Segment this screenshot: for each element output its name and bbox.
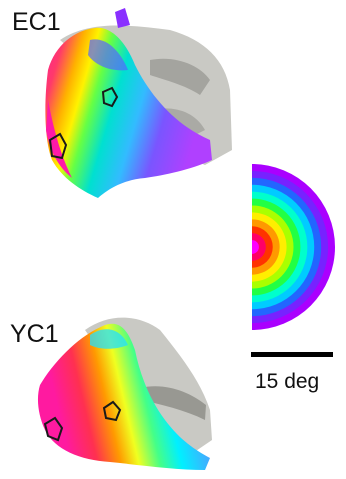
panel-label-ec1: EC1 — [12, 8, 61, 36]
legend-ring — [252, 240, 259, 254]
scale-label: 15 deg — [255, 370, 320, 393]
panel-label-yc1: YC1 — [10, 320, 59, 348]
scale-bar — [251, 352, 333, 357]
